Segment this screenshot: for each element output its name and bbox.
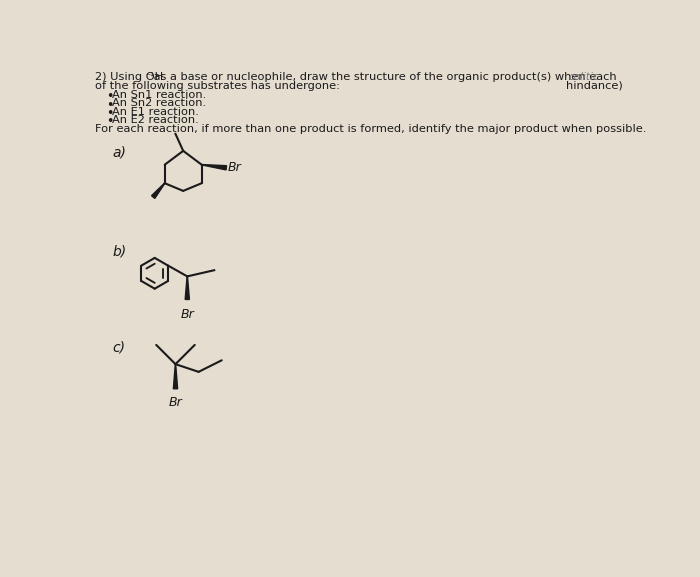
- Text: a): a): [112, 145, 126, 159]
- Text: An Sn1 reaction.: An Sn1 reaction.: [112, 90, 206, 100]
- Text: of the following substrates has undergone:: of the following substrates has undergon…: [95, 81, 340, 91]
- Text: An Sn2 reaction.: An Sn2 reaction.: [112, 99, 206, 108]
- Text: For each reaction, if more than one product is formed, identify the major produc: For each reaction, if more than one prod…: [95, 124, 647, 134]
- Text: •: •: [106, 115, 113, 129]
- Text: hindance): hindance): [566, 81, 622, 91]
- Text: •: •: [106, 107, 113, 120]
- Text: as a base or nucleophile, draw the structure of the organic product(s) when each: as a base or nucleophile, draw the struc…: [150, 72, 617, 81]
- Polygon shape: [202, 164, 227, 170]
- Text: •: •: [106, 90, 113, 103]
- Text: Br: Br: [228, 162, 242, 174]
- Text: 2) Using OH: 2) Using OH: [95, 72, 164, 81]
- Text: An E2 reaction.: An E2 reaction.: [112, 115, 199, 125]
- Text: Br: Br: [169, 396, 183, 410]
- Text: Br: Br: [181, 308, 194, 321]
- Text: b): b): [112, 244, 127, 258]
- Polygon shape: [186, 276, 190, 299]
- Text: c): c): [112, 340, 125, 354]
- Text: •: •: [106, 99, 113, 111]
- Text: An E1 reaction.: An E1 reaction.: [112, 107, 200, 117]
- Text: ⁻¹: ⁻¹: [146, 72, 155, 81]
- Polygon shape: [174, 364, 178, 389]
- Polygon shape: [151, 183, 165, 198]
- Text: colitic: colitic: [569, 72, 600, 81]
